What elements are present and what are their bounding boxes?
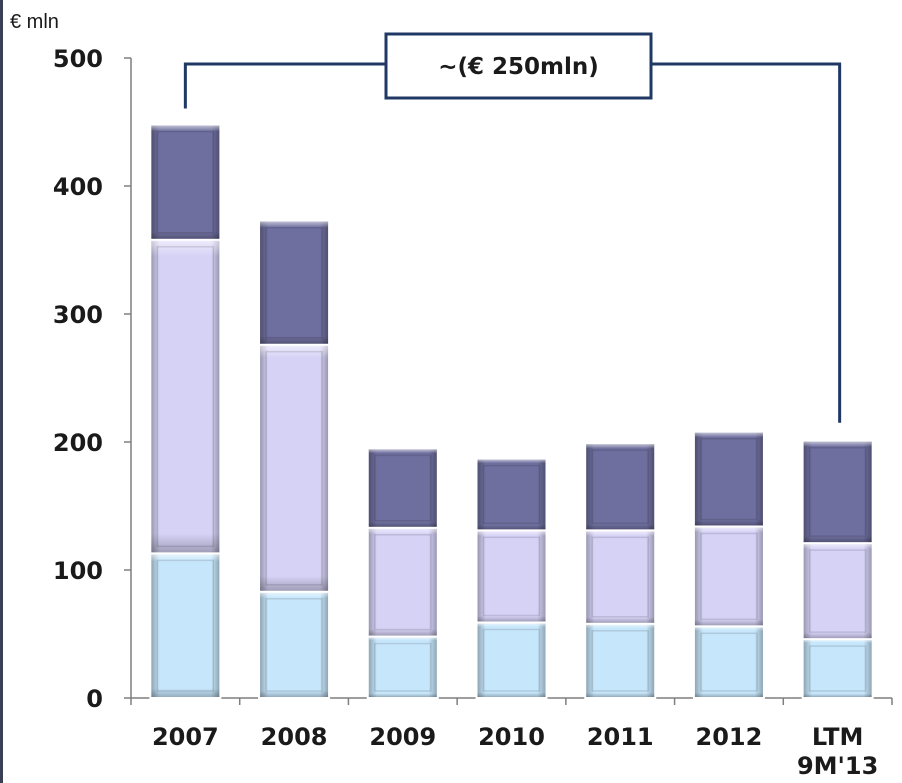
- y-tick-label: 400: [53, 173, 103, 201]
- bar-segment: [258, 219, 331, 346]
- bar-segment: [258, 343, 331, 593]
- bar-segment-highlight: [368, 528, 437, 636]
- bar-segment-highlight: [477, 531, 546, 622]
- bar-segment-highlight: [694, 627, 763, 697]
- y-tick-label: 500: [53, 45, 103, 73]
- bar-segment: [258, 590, 331, 700]
- unit-label: € mln: [10, 11, 59, 33]
- bar-segment: [801, 542, 874, 641]
- bar-segment-highlight: [151, 240, 220, 553]
- bar-segment-highlight: [586, 444, 655, 530]
- y-tick-label: 200: [53, 429, 103, 457]
- bar-segment: [475, 621, 548, 699]
- bar-segment-highlight: [803, 640, 872, 697]
- bar-segment-highlight: [477, 459, 546, 530]
- x-category-label: LTM: [812, 723, 864, 751]
- x-category-label: 2012: [696, 723, 763, 751]
- bar-segment-inner-edge: [700, 532, 758, 621]
- bar-segment-highlight: [151, 554, 220, 697]
- callout-box: [384, 32, 653, 100]
- bar-segment: [475, 457, 548, 532]
- bar-segment-inner-edge: [591, 449, 649, 525]
- bar-segment-inner-edge: [591, 630, 649, 692]
- bar-segment-inner-edge: [374, 642, 432, 692]
- bar-segment-highlight: [803, 441, 872, 543]
- bar-segment-inner-edge: [265, 350, 323, 586]
- bar-segment-inner-edge: [700, 632, 758, 692]
- bar-segment-inner-edge: [265, 226, 323, 339]
- bar-segment-inner-edge: [482, 464, 541, 525]
- bar-segment-highlight: [260, 592, 329, 697]
- left-border-rule: [0, 0, 3, 783]
- bar-segment: [584, 529, 657, 625]
- bar-segment-highlight: [586, 624, 655, 697]
- y-tick-label: 0: [86, 685, 103, 713]
- bar-segment: [366, 526, 439, 638]
- x-category-label: 2008: [261, 723, 328, 751]
- y-tick-layer: 0 100 200 300 400 500: [53, 45, 893, 713]
- bar-segment: [584, 442, 657, 532]
- callout-text: ~(€ 250mln): [438, 54, 599, 80]
- bar-segment: [149, 123, 222, 241]
- bar-segment-inner-edge: [374, 534, 432, 631]
- bar-segment: [801, 638, 874, 699]
- bar-segment-inner-edge: [156, 559, 215, 692]
- bar-segment: [801, 439, 874, 545]
- bar-segment: [366, 635, 439, 699]
- bar-segment-inner-edge: [156, 246, 215, 548]
- x-category-label: 2007: [152, 723, 219, 751]
- bar-segment-inner-edge: [482, 536, 541, 617]
- bar-segment-highlight: [368, 637, 437, 697]
- callout-annotation: ~(€ 250mln): [183, 32, 842, 423]
- x-category-label: 2011: [587, 723, 654, 751]
- bar-segment-inner-edge: [700, 438, 758, 521]
- bar-segment-highlight: [694, 432, 763, 526]
- bar-segment-inner-edge: [374, 454, 432, 522]
- bar-segment: [149, 552, 222, 699]
- bar-segment: [692, 625, 765, 700]
- bar-segment: [692, 525, 765, 628]
- bar-segment-highlight: [151, 125, 220, 239]
- bar-segment-inner-edge: [808, 645, 867, 692]
- bar-segment-highlight: [260, 221, 329, 344]
- bar-segment-highlight: [368, 449, 437, 527]
- bar-segment-inner-edge: [265, 598, 323, 692]
- x-category-label: 2010: [478, 723, 545, 751]
- bar-segment: [584, 622, 657, 700]
- bar-segment-highlight: [260, 345, 329, 591]
- bar-segment-inner-edge: [156, 130, 215, 234]
- bar-segment: [475, 529, 548, 624]
- bar-segment-inner-edge: [808, 446, 867, 537]
- x-category-label: 2009: [369, 723, 436, 751]
- bar-segment: [692, 430, 765, 528]
- bar-segment-inner-edge: [591, 536, 649, 618]
- bar-segment-highlight: [586, 531, 655, 623]
- bar-segment-highlight: [803, 544, 872, 639]
- y-tick-label: 300: [53, 301, 103, 329]
- bar-segment-inner-edge: [482, 628, 541, 692]
- bar-segment-inner-edge: [808, 549, 867, 633]
- bar-layer: [149, 123, 874, 700]
- bar-segment: [149, 238, 222, 555]
- bar-segment-highlight: [694, 527, 763, 626]
- x-category-label: 9M'13: [797, 752, 878, 780]
- bar-segment: [366, 447, 439, 529]
- y-tick-label: 100: [53, 557, 103, 585]
- bar-segment-highlight: [477, 623, 546, 697]
